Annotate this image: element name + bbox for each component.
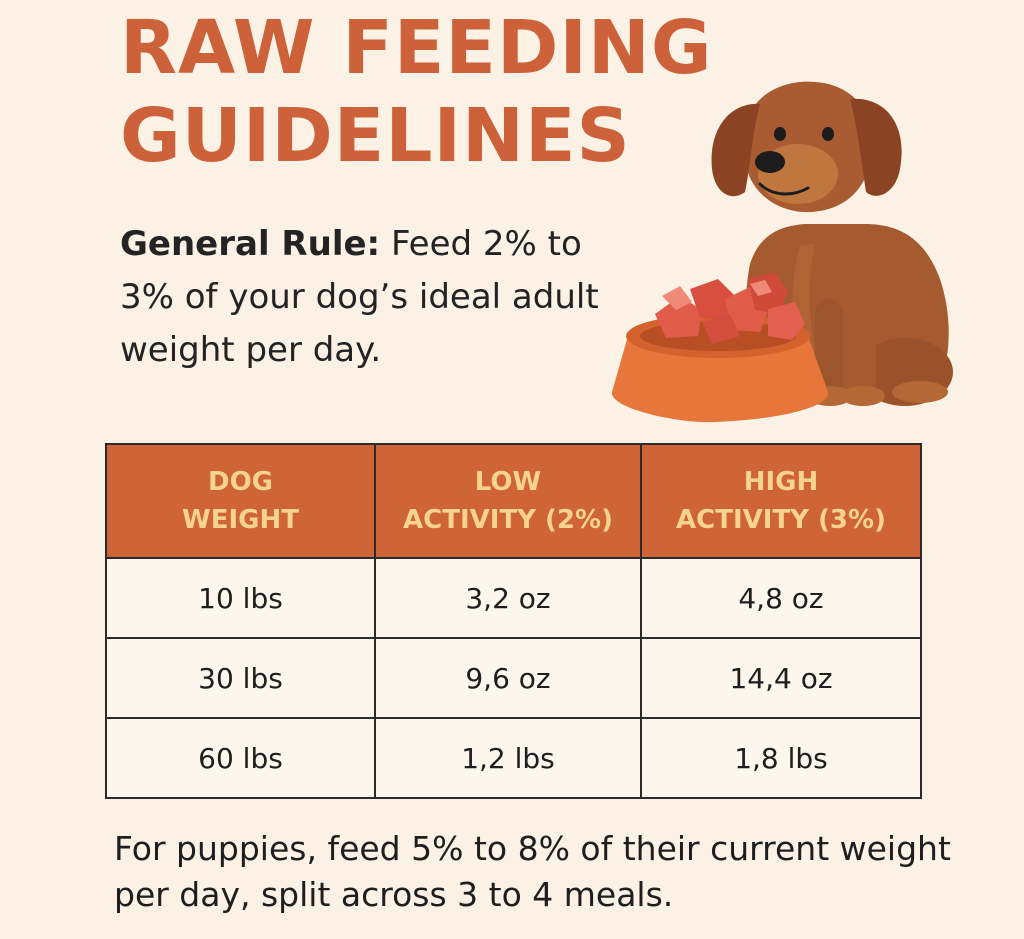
header-line: WEIGHT — [182, 505, 299, 535]
header-high-activity: HIGH ACTIVITY (3%) — [640, 443, 922, 559]
puppy-note: For puppies, feed 5% to 8% of their curr… — [114, 829, 951, 914]
header-line: DOG — [207, 467, 274, 497]
page-title-line-1: RAW FEEDING — [120, 5, 713, 91]
table-cell: 9,6 oz — [374, 637, 642, 719]
header-low-activity: LOW ACTIVITY (2%) — [374, 443, 642, 559]
table-cell: 60 lbs — [105, 717, 376, 799]
header-line: HIGH — [743, 467, 819, 497]
header-line: LOW — [474, 467, 542, 497]
dog-with-bowl-icon — [611, 81, 953, 423]
general-rule-label: General Rule: — [120, 224, 381, 264]
header-dog-weight: DOG WEIGHT — [105, 443, 376, 559]
table-cell: 3,2 oz — [374, 557, 642, 639]
table-cell: 1,2 lbs — [374, 717, 642, 799]
feeding-table: DOG WEIGHT LOW ACTIVITY (2%) HIGH ACTIVITY … — [105, 443, 922, 799]
table-row: 60 lbs 1,2 lbs 1,8 lbs — [105, 717, 922, 799]
general-rule-text: General Rule: Feed 2% to 3% of your dog’… — [120, 218, 640, 377]
table-cell: 30 lbs — [105, 637, 376, 719]
table-row: 10 lbs 3,2 oz 4,8 oz — [105, 557, 922, 639]
header-line: ACTIVITY (2%) — [403, 505, 613, 535]
header-line: ACTIVITY (3%) — [676, 505, 886, 535]
dog-with-bowl-illustration — [600, 74, 960, 434]
table-row: 30 lbs 9,6 oz 14,4 oz — [105, 637, 922, 719]
table-cell: 4,8 oz — [640, 557, 922, 639]
general-rule-body: Feed 2% to 3% of your dog’s ideal adult … — [120, 224, 599, 370]
table-header-row: DOG WEIGHT LOW ACTIVITY (2%) HIGH ACTIVITY … — [105, 443, 922, 559]
table-cell: 1,8 lbs — [640, 717, 922, 799]
page-title-line-2: GUIDELINES — [120, 93, 631, 179]
table-cell: 14,4 oz — [640, 637, 922, 719]
table-cell: 10 lbs — [105, 557, 376, 639]
